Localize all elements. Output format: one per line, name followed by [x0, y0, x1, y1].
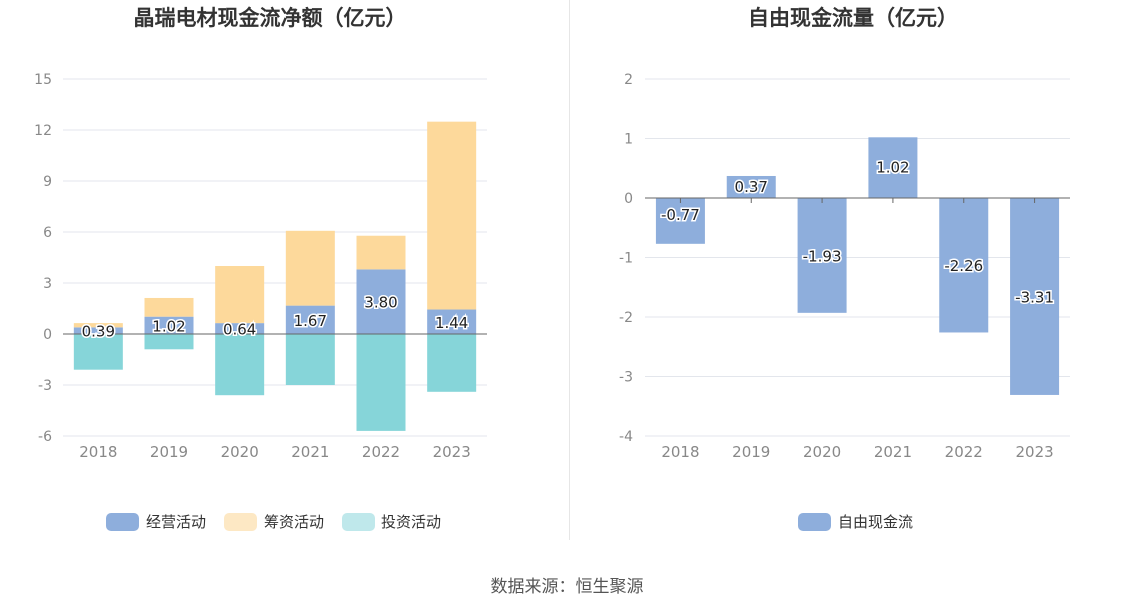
bar-investing: [144, 334, 194, 350]
x-tick-label: 2021: [291, 443, 329, 461]
y-tick-label: 6: [43, 225, 52, 241]
free-cash-flow-chart: 2 1 0 -1 -2 -3 -4 2018 2019 2020 2021 2022 2023 -0.77…: [619, 72, 1070, 461]
legend-label: 经营活动: [146, 513, 206, 531]
data-label-free-cash-flow: -3.31: [1015, 288, 1054, 306]
bar-free-cash-flow: [868, 137, 918, 198]
chart-title-cash-flow: 晶瑞电材现金流净额（亿元）: [134, 6, 407, 30]
data-label-operating: 1.02: [152, 317, 185, 335]
data-label-free-cash-flow: -1.93: [803, 247, 842, 265]
x-tick-label: 2022: [945, 443, 983, 461]
data-label-operating: 3.80: [364, 294, 397, 312]
x-tick-label: 2019: [150, 443, 188, 461]
bar-financing: [285, 230, 335, 306]
bar-free-cash-flow: [939, 198, 989, 333]
bar-investing: [285, 334, 335, 385]
bar-financing: [427, 121, 477, 310]
x-tick-label: 2023: [433, 443, 471, 461]
y-tick-label: 9: [43, 174, 52, 190]
x-tick-label: 2022: [362, 443, 400, 461]
x-tick-label: 2020: [221, 443, 259, 461]
x-tick-label: 2019: [732, 443, 770, 461]
bar-financing: [356, 235, 406, 270]
bar-financing: [144, 297, 194, 317]
legend-label: 筹资活动: [264, 513, 324, 531]
y-tick-label: -1: [619, 251, 633, 267]
x-tick-label: 2018: [661, 443, 699, 461]
y-tick-label: 2: [624, 72, 633, 88]
y-tick-label: 1: [624, 132, 633, 148]
bar-investing: [215, 334, 265, 396]
data-label-operating: 1.67: [294, 312, 327, 330]
bar-investing: [73, 334, 123, 370]
legend-swatch-financing: [224, 513, 257, 531]
legend-label: 自由现金流: [838, 513, 913, 531]
y-tick-label: -3: [619, 370, 633, 386]
bar-operating: [427, 309, 477, 334]
bar-operating: [73, 327, 123, 334]
legend-swatch-investing: [342, 513, 375, 531]
free-cash-flow-legend: 自由现金流: [798, 513, 913, 531]
data-label-free-cash-flow: 0.37: [735, 178, 768, 196]
y-tick-label: 0: [624, 191, 633, 207]
bar-operating: [356, 269, 406, 334]
cash-flow-legend: 经营活动 筹资活动 投资活动: [106, 513, 441, 531]
legend-label: 投资活动: [381, 513, 441, 531]
y-tick-label: 0: [43, 327, 52, 343]
y-tick-label: 3: [43, 276, 52, 292]
x-tick-label: 2021: [874, 443, 912, 461]
bar-financing: [73, 323, 123, 328]
bar-free-cash-flow: [655, 198, 705, 244]
y-tick-label: 12: [34, 123, 52, 139]
y-tick-label: -2: [619, 310, 633, 326]
y-tick-label: 15: [34, 72, 52, 88]
panel-divider: [569, 0, 570, 540]
bar-free-cash-flow: [1010, 198, 1060, 395]
x-tick-label: 2020: [803, 443, 841, 461]
legend-swatch-free-cash-flow: [798, 513, 831, 531]
data-label-operating: 0.39: [82, 323, 115, 341]
legend-swatch-operating: [106, 513, 139, 531]
bar-operating: [215, 323, 265, 334]
data-label-free-cash-flow: -2.26: [944, 257, 983, 275]
data-label-operating: 1.44: [435, 314, 468, 332]
y-tick-label: -4: [619, 429, 633, 445]
bar-free-cash-flow: [726, 175, 776, 198]
bar-investing: [356, 334, 406, 431]
bar-investing: [427, 334, 477, 392]
data-label-free-cash-flow: 1.02: [876, 159, 909, 177]
bar-financing: [215, 266, 265, 324]
data-label-free-cash-flow: -0.77: [661, 206, 700, 224]
cash-flow-chart: 15 12 9 6 3 0 -3 -6 2018 2019 2020 2021 2022 2023 0.39…: [34, 72, 487, 461]
y-tick-label: -3: [38, 378, 52, 394]
data-source-note: 数据来源：恒生聚源: [490, 577, 644, 597]
chart-title-free-cash-flow: 自由现金流量（亿元）: [748, 6, 958, 30]
x-tick-label: 2023: [1015, 443, 1053, 461]
bar-operating: [285, 305, 335, 334]
data-label-operating: 0.64: [223, 321, 256, 339]
bar-operating: [144, 316, 194, 334]
bar-free-cash-flow: [797, 198, 847, 313]
x-tick-label: 2018: [79, 443, 117, 461]
y-tick-label: -6: [38, 429, 52, 445]
